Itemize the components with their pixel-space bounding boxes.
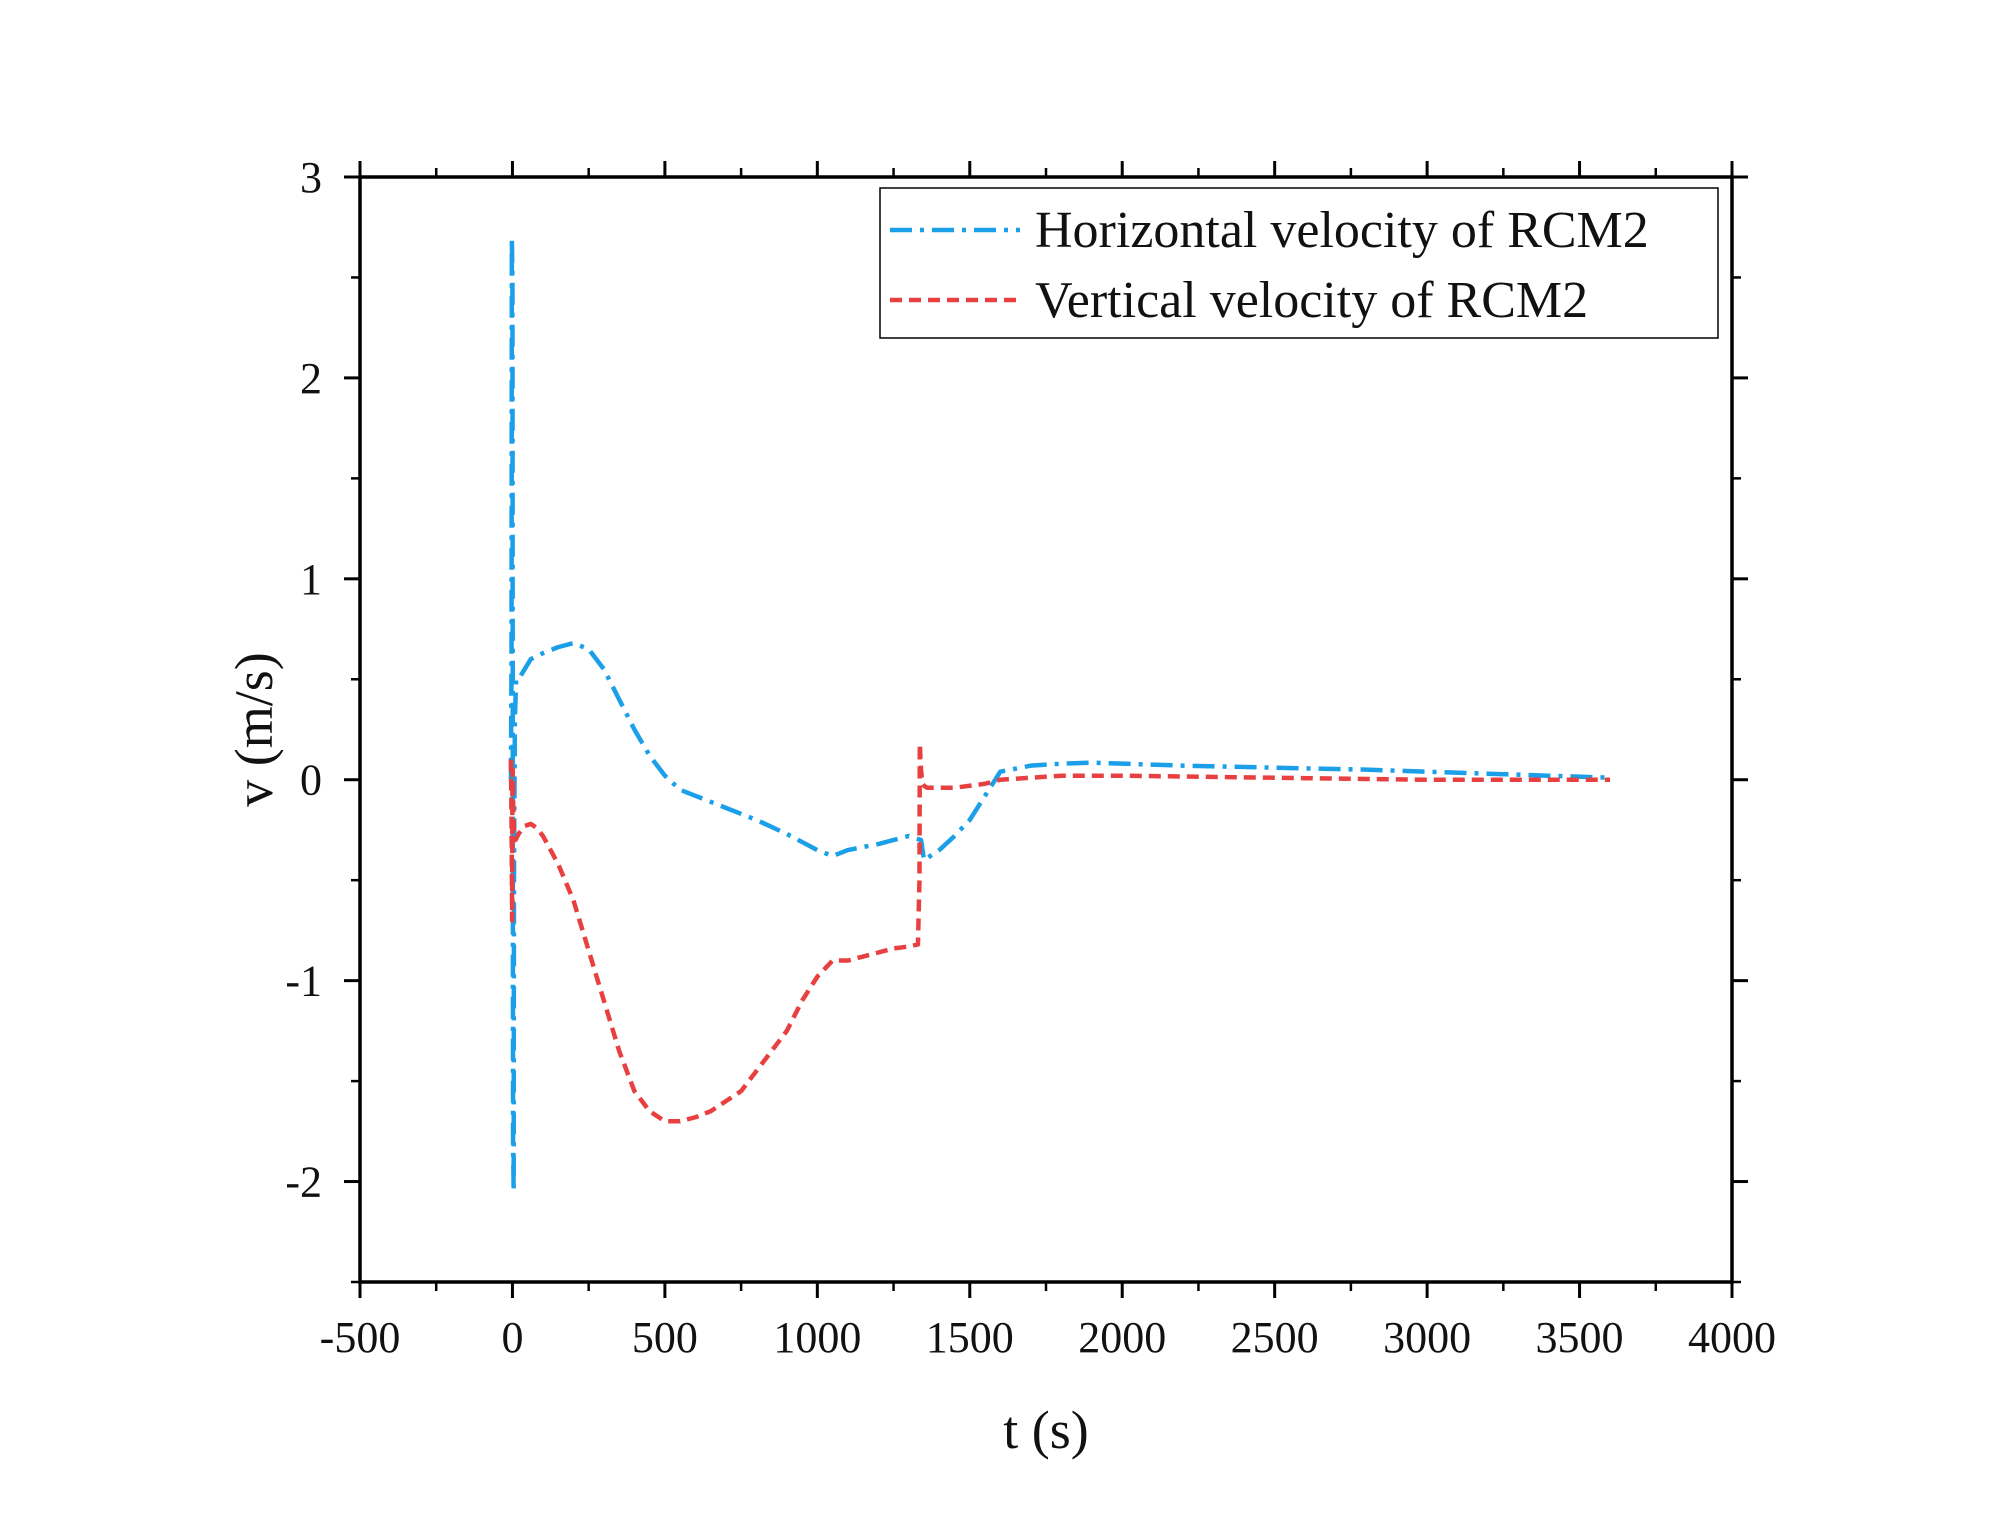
- x-tick-label: 2500: [1231, 1313, 1319, 1362]
- x-tick-label: 3000: [1383, 1313, 1471, 1362]
- x-tick-label: 4000: [1688, 1313, 1776, 1362]
- x-tick-label: 2000: [1078, 1313, 1166, 1362]
- y-tick-label: 0: [300, 756, 322, 805]
- series-layer: [508, 235, 1611, 1194]
- series-line-2: [508, 741, 1611, 1124]
- ticks-layer: -500 0 500 1000 1500 2000 2500 3000 3500 4000 -2 -1…: [285, 153, 1776, 1362]
- legend-label-2: Vertical velocity of RCM2: [1035, 272, 1588, 329]
- legend: Horizontal velocity of RCM2 Vertical velo…: [879, 187, 1719, 339]
- legend-box: [879, 187, 1719, 339]
- y-tick-label: -1: [285, 957, 322, 1006]
- x-tick-label: 0: [501, 1313, 523, 1362]
- legend-label-1: Horizontal velocity of RCM2: [1035, 202, 1649, 259]
- x-tick-label: -500: [320, 1313, 401, 1362]
- x-tick-label: 1000: [773, 1313, 861, 1362]
- x-tick-label: 500: [632, 1313, 698, 1362]
- x-tick-label: 1500: [926, 1313, 1014, 1362]
- y-tick-label: 1: [300, 555, 322, 604]
- series-line-1: [508, 235, 1611, 1194]
- y-axis-title: v (m/s): [224, 652, 284, 807]
- x-tick-label: 3500: [1536, 1313, 1624, 1362]
- y-tick-label: 3: [300, 153, 322, 202]
- y-tick-label: -2: [285, 1158, 322, 1207]
- x-axis-title: t (s): [1003, 1400, 1088, 1460]
- y-tick-label: 2: [300, 354, 322, 403]
